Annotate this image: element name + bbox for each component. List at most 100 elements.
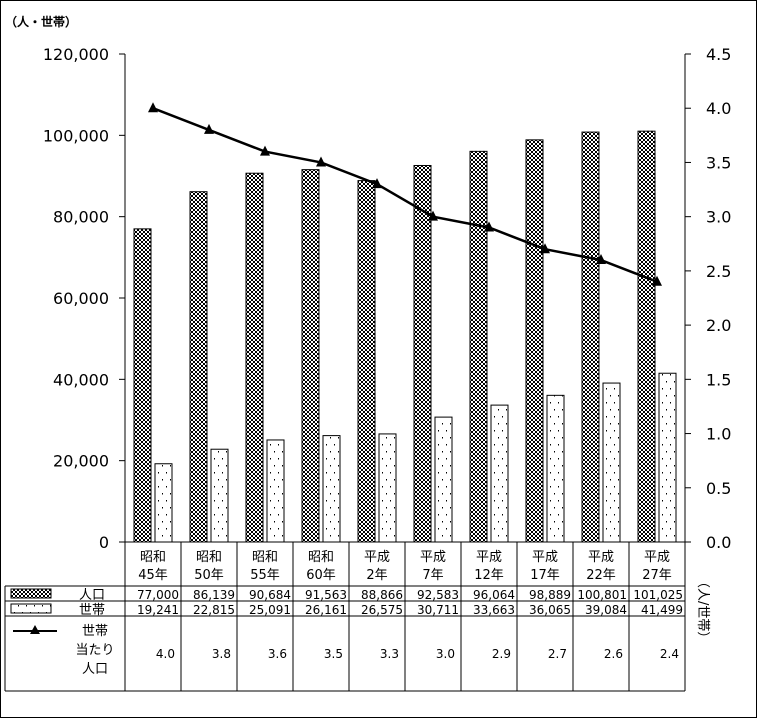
right-tick-label: 1.0 <box>706 425 731 444</box>
category-label-year: 22年 <box>586 568 616 583</box>
category-label-era: 昭和 <box>308 550 334 565</box>
category-label-year: 45年 <box>138 568 168 583</box>
category-label-era: 平成 <box>588 550 614 565</box>
legend-marker-ratio <box>30 625 40 634</box>
value-population: 86,139 <box>193 588 235 602</box>
legend-label-population: 人口 <box>79 588 105 603</box>
value-households: 30,711 <box>417 603 459 617</box>
category-label-year: 55年 <box>250 568 280 583</box>
bar-population <box>133 228 152 543</box>
right-tick-label: 0.5 <box>706 479 731 498</box>
value-ratio: 2.6 <box>604 647 623 661</box>
value-households: 25,091 <box>249 603 291 617</box>
category-label-year: 2年 <box>366 568 387 583</box>
left-tick-label: 40,000 <box>53 370 109 389</box>
ratio-point <box>428 210 438 221</box>
left-tick-label: 0 <box>99 533 109 552</box>
value-population: 96,064 <box>473 588 515 602</box>
bar-households <box>378 433 397 543</box>
value-population: 77,000 <box>137 588 179 602</box>
value-population: 101,025 <box>633 588 683 602</box>
left-tick-label: 120,000 <box>43 45 109 64</box>
bar-population <box>245 172 264 543</box>
ratio-line <box>152 107 658 283</box>
bar-households <box>154 463 173 543</box>
left-axis-ticks: 0 20,000 40,000 60,000 80,000 100,000 120,000 <box>43 45 125 552</box>
left-tick-label: 80,000 <box>53 208 109 227</box>
category-label-year: 7年 <box>422 568 443 583</box>
value-ratio: 2.7 <box>548 647 567 661</box>
ratio-point <box>316 156 326 167</box>
bar-households <box>434 416 453 543</box>
category-label-year: 17年 <box>530 568 560 583</box>
value-population: 88,866 <box>361 588 403 602</box>
value-households: 22,815 <box>193 603 235 617</box>
value-population: 100,801 <box>577 588 627 602</box>
category-label-era: 昭和 <box>196 550 222 565</box>
value-population: 98,889 <box>529 588 571 602</box>
right-tick-label: 4.5 <box>706 45 731 64</box>
bar-population <box>581 131 600 543</box>
left-tick-label: 100,000 <box>43 126 109 145</box>
right-axis-ticks: 0.0 0.5 1.0 1.5 2.0 2.5 3.0 3.5 4.0 4.5 <box>685 45 731 552</box>
value-households: 41,499 <box>641 603 683 617</box>
right-tick-label: 2.5 <box>706 262 731 281</box>
value-ratio: 3.8 <box>212 647 231 661</box>
legend-label-ratio: 世帯 <box>82 624 108 639</box>
ratio-point <box>596 254 606 265</box>
right-tick-label: 0.0 <box>706 533 731 552</box>
value-ratio: 3.0 <box>436 647 455 661</box>
ratio-line-group <box>148 102 662 286</box>
ratio-point <box>484 221 494 232</box>
bar-population <box>413 164 432 543</box>
right-tick-label: 4.0 <box>706 99 731 118</box>
category-label-era: 平成 <box>420 550 446 565</box>
legend-swatch-population <box>10 588 52 599</box>
bar-population <box>525 139 544 543</box>
left-tick-label: 60,000 <box>53 289 109 308</box>
bar-households <box>490 404 509 543</box>
value-population: 90,684 <box>249 588 291 602</box>
value-ratio: 2.9 <box>492 647 511 661</box>
left-axis-unit: （人・世帯） <box>5 14 77 29</box>
value-population: 91,563 <box>305 588 347 602</box>
category-label-era: 昭和 <box>140 550 166 565</box>
bar-population <box>469 150 488 543</box>
value-households: 19,241 <box>137 603 179 617</box>
left-tick-label: 20,000 <box>53 452 109 471</box>
value-ratio: 2.4 <box>660 647 679 661</box>
bar-households <box>546 394 565 543</box>
category-label-era: 平成 <box>364 550 390 565</box>
bar-households <box>658 372 677 543</box>
category-label-year: 12年 <box>474 568 504 583</box>
legend-swatch-households <box>10 603 52 614</box>
bar-population <box>189 191 208 543</box>
value-population: 92,583 <box>417 588 459 602</box>
value-ratio: 3.6 <box>268 647 287 661</box>
right-tick-label: 1.5 <box>706 370 731 389</box>
legend-label-households: 世帯 <box>79 603 105 618</box>
ratio-point <box>204 123 214 134</box>
value-ratio: 4.0 <box>156 647 175 661</box>
bar-population <box>301 169 320 543</box>
bar-households <box>602 382 621 543</box>
value-ratio: 3.5 <box>324 647 343 661</box>
bars-group <box>133 130 677 543</box>
value-ratio: 3.3 <box>380 647 399 661</box>
category-label-era: 昭和 <box>252 550 278 565</box>
category-label-year: 50年 <box>194 568 224 583</box>
bar-households <box>210 448 229 543</box>
category-label-year: 60年 <box>306 568 336 583</box>
right-axis-unit: （人/世帯） <box>695 575 710 644</box>
data-table: 昭和 45年 昭和 50年 昭和 55年 昭和 60年 平成 2年 平成 7年 平成 12年 平成 17年 平成… <box>4 541 686 692</box>
category-label-era: 平成 <box>644 550 670 565</box>
ratio-point <box>260 145 270 156</box>
bar-households <box>266 439 285 543</box>
category-label-year: 27年 <box>642 568 672 583</box>
right-tick-label: 3.5 <box>706 153 731 172</box>
bar-households <box>322 435 341 543</box>
right-tick-label: 2.0 <box>706 316 731 335</box>
legend-label-ratio: 当たり <box>75 643 114 658</box>
